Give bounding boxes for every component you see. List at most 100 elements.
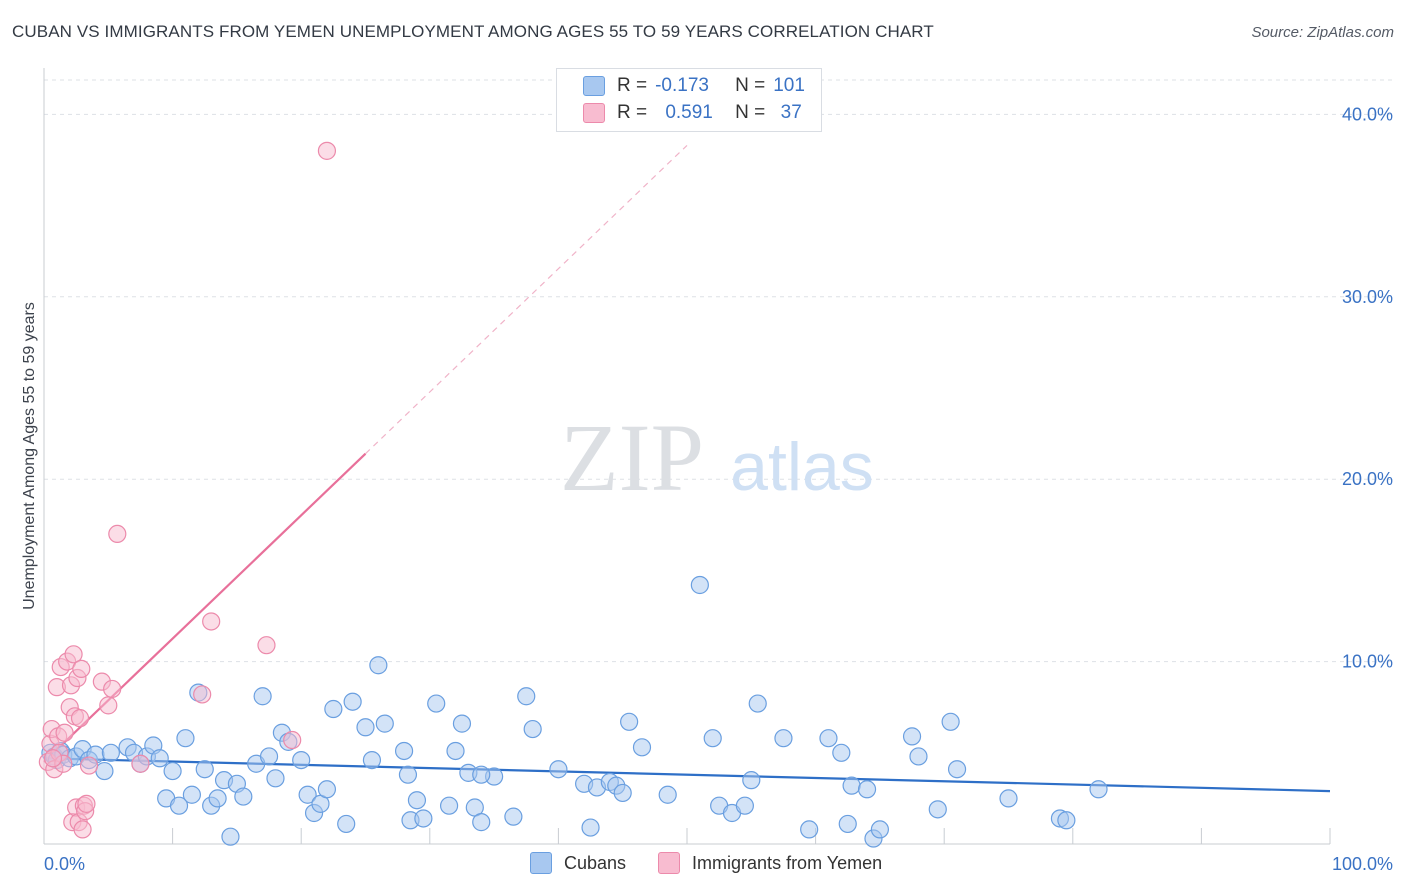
point-cubans xyxy=(176,729,195,748)
point-yemen xyxy=(64,645,83,664)
point-cubans xyxy=(517,687,536,706)
point-cubans xyxy=(394,741,414,761)
point-cubans xyxy=(292,750,311,770)
point-yemen xyxy=(283,730,302,750)
y-tick-label: 30.0% xyxy=(1342,287,1393,307)
watermark-atlas: atlas xyxy=(730,429,874,505)
point-cubans xyxy=(819,729,838,748)
point-cubans xyxy=(317,780,337,799)
legend-r-value: 0.591 xyxy=(665,102,713,123)
legend-swatch-yemen xyxy=(583,103,605,123)
point-cubans xyxy=(452,714,472,733)
point-cubans xyxy=(735,796,754,815)
point-cubans xyxy=(690,575,709,595)
trend-line-yemen xyxy=(43,452,367,763)
point-yemen xyxy=(79,756,99,775)
point-cubans xyxy=(1089,780,1108,799)
point-cubans xyxy=(909,747,928,766)
point-cubans xyxy=(658,785,677,804)
point-cubans xyxy=(928,800,947,819)
point-cubans xyxy=(774,729,793,748)
legend-swatch-yemen xyxy=(658,852,681,874)
point-cubans xyxy=(941,712,960,731)
point-cubans xyxy=(398,765,418,784)
stats-legend: R = -0.173 N = 101 R = 0.591 N = 37 xyxy=(556,68,822,132)
point-cubans xyxy=(838,814,857,834)
point-cubans xyxy=(343,692,362,711)
point-yemen xyxy=(108,524,127,544)
point-yemen xyxy=(73,820,92,839)
legend-label-yemen: Immigrants from Yemen xyxy=(692,852,883,873)
point-cubans xyxy=(523,719,542,739)
point-yemen xyxy=(103,679,122,699)
legend-n-label: N = xyxy=(735,75,766,96)
point-yemen xyxy=(131,754,150,773)
point-cubans xyxy=(857,780,877,799)
point-cubans xyxy=(427,694,446,713)
point-cubans xyxy=(95,761,114,781)
legend-item-cubans[interactable]: Cubans xyxy=(530,852,626,874)
point-cubans xyxy=(613,783,632,803)
legend-row-cubans: R = -0.173 N = 101 xyxy=(583,73,805,99)
series-legend: Cubans Immigrants from Yemen xyxy=(530,852,914,874)
y-axis-label: Unemployment Among Ages 55 to 59 years xyxy=(21,302,38,610)
legend-swatch-cubans xyxy=(583,76,605,96)
point-cubans xyxy=(414,809,433,828)
grid-lines xyxy=(44,79,1392,663)
point-yemen xyxy=(317,141,337,160)
point-cubans xyxy=(632,738,652,757)
point-cubans xyxy=(253,687,272,706)
point-cubans xyxy=(870,820,890,839)
point-cubans xyxy=(221,827,240,846)
point-cubans xyxy=(800,820,819,839)
point-cubans xyxy=(362,750,382,770)
point-cubans xyxy=(439,796,459,815)
point-cubans xyxy=(902,727,922,746)
point-cubans xyxy=(947,760,967,779)
legend-item-yemen[interactable]: Immigrants from Yemen xyxy=(658,852,882,874)
point-cubans xyxy=(337,814,356,834)
point-cubans xyxy=(703,729,722,748)
point-yemen xyxy=(193,685,212,704)
point-cubans xyxy=(446,741,465,761)
point-cubans xyxy=(549,760,568,779)
legend-row-yemen: R = 0.591 N = 37 xyxy=(583,100,809,126)
chart-title: CUBAN VS IMMIGRANTS FROM YEMEN UNEMPLOYM… xyxy=(12,22,934,41)
point-yemen xyxy=(99,696,118,715)
point-cubans xyxy=(407,791,427,810)
point-cubans xyxy=(298,785,317,804)
point-cubans xyxy=(581,818,600,837)
point-cubans xyxy=(195,760,214,779)
legend-label-cubans: Cubans xyxy=(564,852,627,873)
point-cubans xyxy=(620,712,639,731)
watermark: ZIP atlas xyxy=(560,404,874,511)
legend-n-value: 37 xyxy=(780,102,802,123)
point-cubans xyxy=(259,747,279,766)
legend-r-label: R = xyxy=(617,102,648,123)
point-yemen xyxy=(55,723,74,742)
source-label: Source: ZipAtlas.com xyxy=(1251,24,1394,41)
point-cubans xyxy=(182,785,201,804)
point-yemen xyxy=(257,636,276,655)
point-cubans xyxy=(266,769,285,788)
legend-n-value: 101 xyxy=(773,75,805,96)
legend-n-label: N = xyxy=(735,102,766,123)
y-tick-label: 10.0% xyxy=(1342,652,1393,672)
point-yemen xyxy=(77,794,96,813)
trend-line-yemen-extension xyxy=(365,144,688,455)
point-yemen xyxy=(43,749,63,768)
point-yemen xyxy=(202,612,221,631)
point-cubans xyxy=(504,807,523,826)
legend-r-label: R = xyxy=(617,75,648,96)
point-cubans xyxy=(208,789,227,808)
y-tick-label: 20.0% xyxy=(1342,469,1393,489)
x-tick-label: 0.0% xyxy=(44,854,85,874)
point-yemen xyxy=(72,659,91,678)
point-cubans xyxy=(150,749,169,768)
point-cubans xyxy=(1057,811,1076,830)
data-points xyxy=(38,141,1108,848)
point-cubans xyxy=(742,771,761,790)
point-cubans xyxy=(832,743,851,762)
point-cubans xyxy=(234,787,253,806)
